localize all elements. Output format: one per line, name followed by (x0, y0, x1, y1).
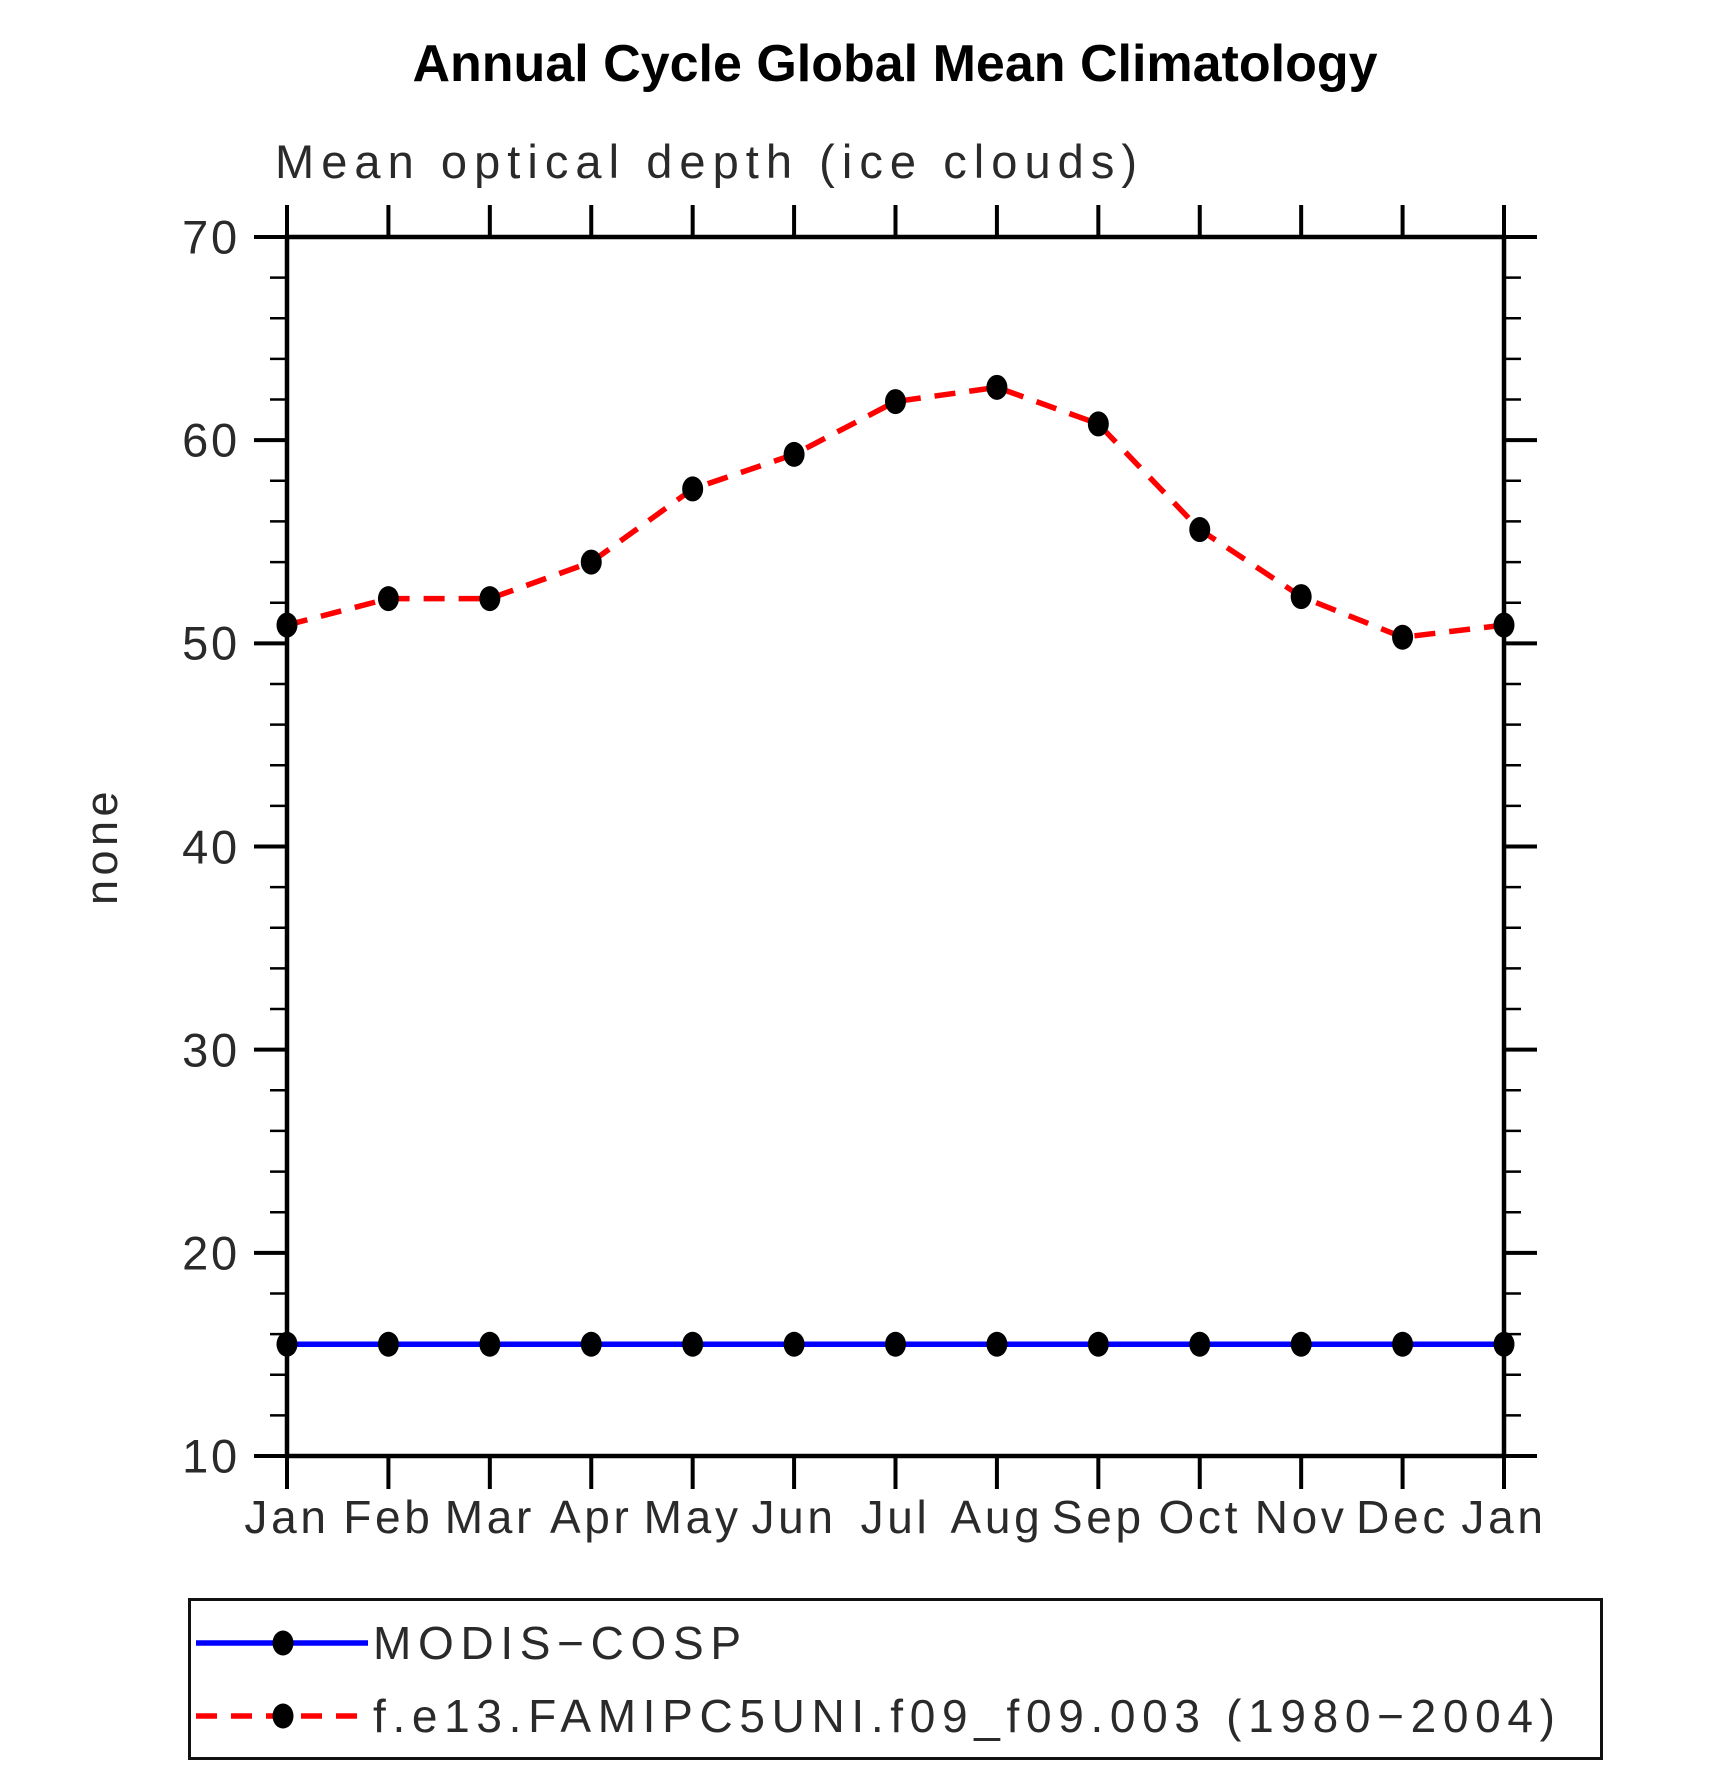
x-tick-label: Sep (1051, 1491, 1145, 1543)
x-tick-label: May (643, 1491, 742, 1543)
x-tick-label: Mar (444, 1491, 535, 1543)
legend (188, 1598, 1603, 1760)
data-point-marker (1189, 1331, 1211, 1357)
data-point-marker (885, 1331, 906, 1357)
y-tick-label: 20 (182, 1226, 240, 1280)
x-tick-label: Jan (1461, 1491, 1547, 1543)
y-tick-label: 70 (182, 210, 240, 264)
data-point-marker (1392, 624, 1414, 650)
data-point-marker (580, 1331, 602, 1357)
data-point-marker (1290, 1331, 1312, 1357)
data-point-marker (377, 586, 399, 612)
data-point-marker (1493, 612, 1515, 638)
y-tick-label: 60 (182, 413, 240, 467)
data-point-marker (1189, 517, 1211, 543)
chart-subtitle: Mean optical depth (ice clouds) (275, 135, 1145, 188)
y-tick-label: 10 (182, 1429, 240, 1483)
x-tick-label: Feb (343, 1491, 434, 1543)
legend-sample-marker-modis (272, 1630, 294, 1656)
data-point-marker (1290, 584, 1312, 610)
y-tick-label: 30 (182, 1023, 240, 1077)
data-point-marker (986, 374, 1008, 400)
chart-title: Annual Cycle Global Mean Climatology (412, 35, 1378, 93)
x-tick-label: Jun (751, 1491, 837, 1543)
data-point-marker (885, 389, 906, 415)
legend-sample-marker-model (272, 1703, 294, 1729)
legend-label-model-run: f.e13.FAMIPC5UNI.f09_f09.003 (1980−2004) (373, 1690, 1562, 1742)
data-point-marker (479, 1331, 501, 1357)
data-point-marker (479, 586, 501, 612)
plot-box (284, 234, 1507, 1459)
x-tick-label: Oct (1158, 1491, 1242, 1543)
y-tick-label: 50 (182, 616, 240, 670)
data-point-marker (783, 1331, 805, 1357)
data-point-marker (1392, 1331, 1414, 1357)
legend-label-modis-cosp: MODIS−COSP (373, 1617, 748, 1669)
data-point-marker (1493, 1331, 1515, 1357)
data-point-marker (1087, 1331, 1109, 1357)
y-tick-label: 40 (182, 820, 240, 873)
x-tick-label: Jul (860, 1491, 931, 1543)
data-point-marker (276, 1331, 298, 1357)
data-point-marker (377, 1331, 399, 1357)
x-tick-label: Aug (950, 1491, 1044, 1543)
data-point-marker (682, 1331, 704, 1357)
x-tick-label: Jan (244, 1491, 330, 1543)
x-tick-label: Apr (549, 1491, 633, 1543)
series-line-model (286, 384, 1505, 641)
data-point-marker (1087, 411, 1109, 437)
data-point-marker (580, 549, 602, 575)
data-point-marker (986, 1331, 1008, 1357)
data-point-marker (783, 441, 805, 467)
data-point-marker (276, 612, 298, 638)
x-tick-label: Dec (1356, 1491, 1449, 1543)
data-point-marker (682, 476, 704, 502)
x-tick-label: Nov (1254, 1491, 1348, 1543)
